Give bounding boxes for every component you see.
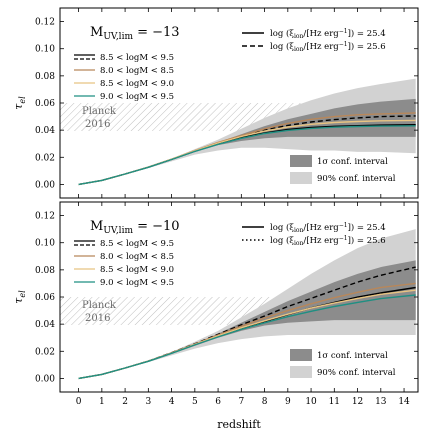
- style-legend: log (ξion/[Hz erg−1]) = 25.4 log (ξion/[…: [242, 222, 386, 247]
- planck-label-line2: 2016: [85, 313, 110, 324]
- y-axis: 0.00 0.02 0.04 0.06 0.08 0.10 0.12: [35, 212, 418, 384]
- band-legend-swatch-90pct: [290, 366, 312, 378]
- style-label-dotted: log (ξion/[Hz erg−1]) = 25.6: [270, 235, 386, 247]
- x-tick-label: 10: [305, 397, 317, 407]
- y-axis-label: τel: [12, 96, 27, 110]
- legend-label-bin1: 8.5 < logM < 9.5: [100, 53, 174, 63]
- series-lines: [78, 112, 416, 186]
- x-axis-label: redshift: [217, 418, 261, 431]
- x-tick-label: 5: [192, 397, 198, 407]
- series-line-2: [78, 266, 416, 380]
- legend-label-bin4: 9.0 < logM < 9.5: [100, 92, 174, 102]
- series-line-5: [78, 125, 416, 186]
- y-tick-label: 0.10: [35, 239, 55, 249]
- bands: [78, 78, 416, 185]
- x-tick-label: 0: [76, 397, 82, 407]
- x-tick-label: 7: [238, 397, 244, 407]
- planck-label-line1: Planck: [82, 300, 117, 311]
- x-axis-ticks: [78, 8, 405, 198]
- panel-title: MUV,lim = −10: [90, 219, 180, 236]
- x-tick-label: 3: [145, 397, 151, 407]
- x-axis: 0 1 2 3 4 5 6 7 8 9 10 11 12 13 14: [76, 202, 410, 407]
- y-tick-label: 0.04: [35, 126, 55, 136]
- style-label-solid: log (ξion/[Hz erg−1]) = 25.4: [270, 28, 386, 40]
- x-tick-label: 13: [375, 397, 387, 407]
- planck-label-line1: Planck: [82, 106, 117, 117]
- band-1sigma: [78, 98, 416, 185]
- style-label-dashed: log (ξion/[Hz erg−1]) = 25.6: [270, 41, 386, 53]
- mass-legend: 8.5 < logM < 9.5 8.0 < logM < 8.5 8.5 < …: [74, 239, 174, 288]
- band-legend: 1σ conf. interval 90% conf. interval: [290, 349, 396, 378]
- x-tick-label: 12: [352, 397, 363, 407]
- panel-top: 0.00 0.02 0.04 0.06 0.08 0.10 0.12 τel MUV,lim…: [12, 7, 419, 199]
- y-tick-label: 0.04: [35, 320, 55, 330]
- panel-title: MUV,lim = −13: [90, 25, 180, 42]
- y-tick-label: 0.06: [35, 99, 55, 109]
- planck-label: Planck 2016: [82, 300, 117, 324]
- band-legend-label-1sigma: 1σ conf. interval: [317, 351, 388, 361]
- x-tick-label: 9: [285, 397, 291, 407]
- series-lines: [78, 266, 416, 380]
- band-90pct: [78, 78, 416, 185]
- legend-label-bin4: 9.0 < logM < 9.5: [100, 278, 174, 288]
- band-legend-label-90pct: 90% conf. interval: [317, 174, 396, 184]
- band-legend-label-1sigma: 1σ conf. interval: [317, 157, 388, 167]
- x-tick-label: 14: [398, 397, 410, 407]
- y-tick-label: 0.08: [35, 266, 55, 276]
- band-legend-label-90pct: 90% conf. interval: [317, 368, 396, 378]
- y-tick-label: 0.00: [35, 180, 55, 190]
- y-tick-label: 0.02: [35, 347, 55, 357]
- series-line-5: [78, 294, 416, 380]
- x-tick-label: 2: [122, 397, 128, 407]
- legend-label-bin3: 8.5 < logM < 9.0: [100, 265, 174, 275]
- band-legend-swatch-1sigma: [290, 155, 312, 167]
- band-1sigma: [78, 260, 416, 379]
- y-axis-label: τel: [12, 290, 27, 304]
- x-tick-label: 8: [262, 397, 268, 407]
- y-axis: 0.00 0.02 0.04 0.06 0.08 0.10 0.12: [35, 18, 418, 190]
- y-tick-label: 0.10: [35, 45, 55, 55]
- x-tick-label: 6: [215, 397, 221, 407]
- style-label-solid: log (ξion/[Hz erg−1]) = 25.4: [270, 222, 386, 234]
- planck-label-line2: 2016: [85, 119, 110, 130]
- x-tick-label: 1: [99, 397, 105, 407]
- y-tick-label: 0.00: [35, 374, 55, 384]
- x-tick-label: 4: [169, 397, 175, 407]
- y-tick-label: 0.12: [35, 212, 55, 222]
- x-tick-label: 11: [329, 397, 340, 407]
- planck-label: Planck 2016: [82, 106, 117, 130]
- band-90pct: [78, 229, 416, 379]
- band-legend-swatch-1sigma: [290, 349, 312, 361]
- legend-label-bin3: 8.5 < logM < 9.0: [100, 79, 174, 89]
- y-tick-label: 0.06: [35, 293, 55, 303]
- mass-legend: 8.5 < logM < 9.5 8.0 < logM < 8.5 8.5 < …: [74, 53, 174, 102]
- legend-label-bin2: 8.0 < logM < 8.5: [100, 66, 174, 76]
- y-tick-label: 0.02: [35, 153, 55, 163]
- legend-label-bin2: 8.0 < logM < 8.5: [100, 252, 174, 262]
- legend-label-bin1: 8.5 < logM < 9.5: [100, 239, 174, 249]
- y-tick-label: 0.12: [35, 18, 55, 28]
- band-legend: 1σ conf. interval 90% conf. interval: [290, 155, 396, 184]
- bands: [78, 229, 416, 379]
- y-tick-label: 0.08: [35, 72, 55, 82]
- style-legend: log (ξion/[Hz erg−1]) = 25.4 log (ξion/[…: [242, 28, 386, 53]
- band-legend-swatch-90pct: [290, 172, 312, 184]
